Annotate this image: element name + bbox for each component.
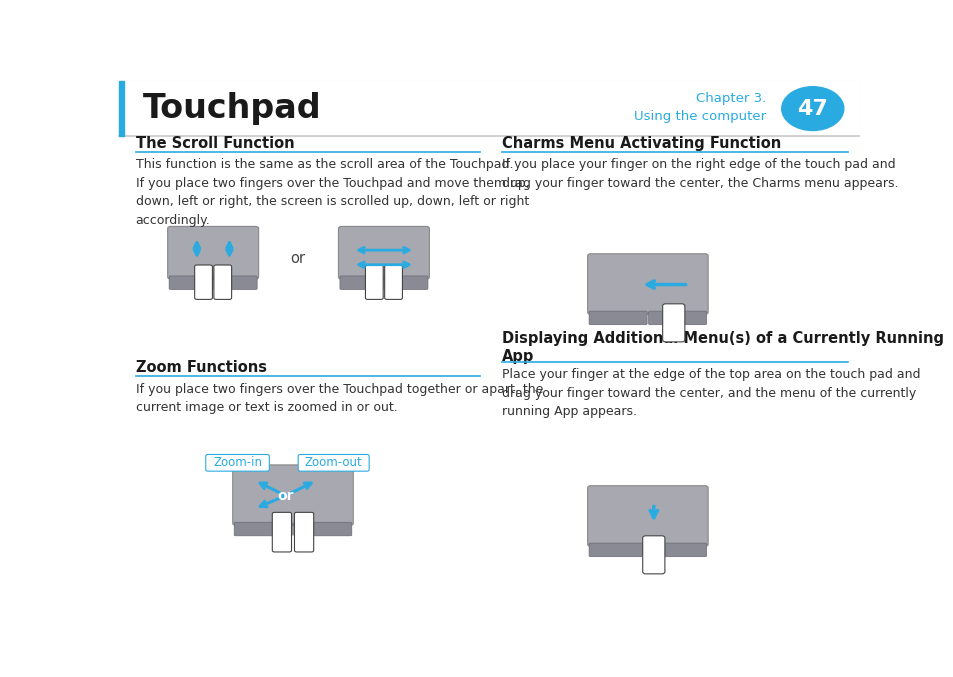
- Text: Charms Menu Activating Function: Charms Menu Activating Function: [501, 136, 781, 151]
- FancyBboxPatch shape: [194, 265, 213, 299]
- FancyBboxPatch shape: [168, 226, 258, 279]
- FancyBboxPatch shape: [648, 543, 706, 556]
- Bar: [119, 81, 858, 136]
- Text: Zoom-in: Zoom-in: [213, 456, 262, 469]
- Bar: [119, 81, 858, 136]
- Text: 47: 47: [797, 99, 827, 118]
- FancyBboxPatch shape: [213, 276, 257, 290]
- Text: If you place your finger on the right edge of the touch pad and
drag your finger: If you place your finger on the right ed…: [501, 158, 898, 190]
- FancyBboxPatch shape: [384, 265, 402, 299]
- FancyBboxPatch shape: [272, 512, 292, 552]
- FancyBboxPatch shape: [294, 512, 314, 552]
- FancyBboxPatch shape: [294, 522, 352, 536]
- Text: Displaying Additional Menu(s) of a Currently Running
App: Displaying Additional Menu(s) of a Curre…: [501, 332, 943, 364]
- Text: Chapter 3.
Using the computer: Chapter 3. Using the computer: [634, 92, 765, 123]
- FancyBboxPatch shape: [384, 276, 428, 290]
- FancyBboxPatch shape: [365, 265, 383, 299]
- FancyBboxPatch shape: [662, 304, 684, 342]
- FancyBboxPatch shape: [589, 311, 646, 325]
- FancyBboxPatch shape: [587, 486, 707, 546]
- Circle shape: [781, 87, 843, 131]
- Bar: [119, 81, 124, 136]
- FancyBboxPatch shape: [587, 254, 707, 314]
- FancyBboxPatch shape: [213, 265, 232, 299]
- Text: Touchpad: Touchpad: [143, 92, 321, 125]
- FancyBboxPatch shape: [298, 454, 369, 471]
- FancyBboxPatch shape: [339, 276, 383, 290]
- FancyBboxPatch shape: [338, 226, 429, 279]
- FancyBboxPatch shape: [169, 276, 213, 290]
- Text: Place your finger at the edge of the top area on the touch pad and
drag your fin: Place your finger at the edge of the top…: [501, 368, 920, 418]
- Text: The Scroll Function: The Scroll Function: [135, 136, 294, 151]
- Text: If you place two fingers over the Touchpad together or apart, the
current image : If you place two fingers over the Touchp…: [135, 383, 542, 414]
- FancyBboxPatch shape: [234, 522, 292, 536]
- Text: Zoom Functions: Zoom Functions: [135, 360, 266, 375]
- Text: This function is the same as the scroll area of the Touchpad.
If you place two f: This function is the same as the scroll …: [135, 158, 529, 227]
- Text: or: or: [277, 489, 294, 502]
- FancyBboxPatch shape: [589, 543, 646, 556]
- Text: Zoom-out: Zoom-out: [304, 456, 362, 469]
- FancyBboxPatch shape: [648, 311, 706, 325]
- FancyBboxPatch shape: [642, 536, 664, 574]
- FancyBboxPatch shape: [206, 454, 269, 471]
- FancyBboxPatch shape: [233, 465, 353, 525]
- Text: or: or: [291, 251, 305, 266]
